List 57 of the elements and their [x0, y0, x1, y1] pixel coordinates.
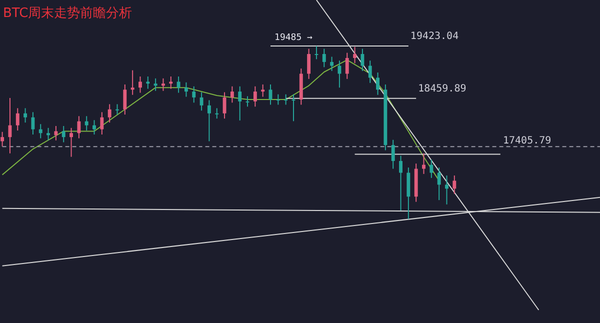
candlestick [207, 100, 211, 142]
candlestick [24, 108, 28, 124]
candlestick [452, 175, 456, 194]
candlestick [360, 48, 364, 72]
candlestick [0, 131, 4, 147]
candlestick [437, 167, 441, 201]
candlestick [261, 84, 265, 98]
candlestick [176, 76, 180, 94]
series-label: 17405.79 [503, 136, 552, 147]
candlestick [445, 175, 448, 205]
candlestick [368, 60, 372, 84]
candlestick [138, 76, 142, 94]
candlestick [130, 70, 134, 96]
candlestick [100, 112, 104, 135]
candlestick [62, 126, 66, 143]
candlestick [215, 108, 219, 120]
candlestick [8, 97, 12, 154]
candlestick [116, 104, 119, 116]
candlestick [353, 46, 357, 64]
candlestick [376, 72, 380, 96]
candlestick [54, 126, 58, 141]
candlestick [406, 167, 410, 220]
candlestick [345, 52, 349, 80]
candlestick [92, 120, 96, 135]
candlestick [38, 124, 42, 139]
candlestick [238, 86, 242, 121]
candlestick [422, 152, 426, 174]
candlestick [184, 82, 188, 98]
series-label: 19423.04 [410, 31, 459, 42]
chart-title: BTC周末走势前瞻分析 [3, 6, 132, 21]
candlestick [77, 116, 81, 139]
candlestick [154, 78, 158, 92]
candlestick [70, 127, 73, 158]
candlestick [276, 94, 280, 106]
candlestick [307, 48, 311, 80]
text: 19485 → [274, 33, 314, 44]
candlestick [169, 76, 173, 90]
candlestick [399, 155, 402, 211]
candlestick [16, 108, 20, 132]
candlestick [84, 116, 88, 132]
candlestick [330, 56, 334, 72]
series-label: 18459.89 [418, 83, 466, 94]
candlestick [146, 76, 150, 90]
candlestick [108, 104, 112, 124]
candlestick [430, 159, 434, 178]
candlestick [31, 112, 35, 135]
candlestick [284, 94, 288, 106]
candlestick [230, 86, 234, 104]
candlestick [123, 84, 127, 116]
candlestick [46, 127, 50, 141]
candlestick [391, 139, 395, 170]
candlestick [338, 60, 342, 88]
candlestick [161, 78, 165, 92]
candlestick [192, 86, 196, 104]
candlestick [322, 48, 326, 68]
candlestick [200, 92, 204, 112]
candlestick [253, 86, 257, 108]
